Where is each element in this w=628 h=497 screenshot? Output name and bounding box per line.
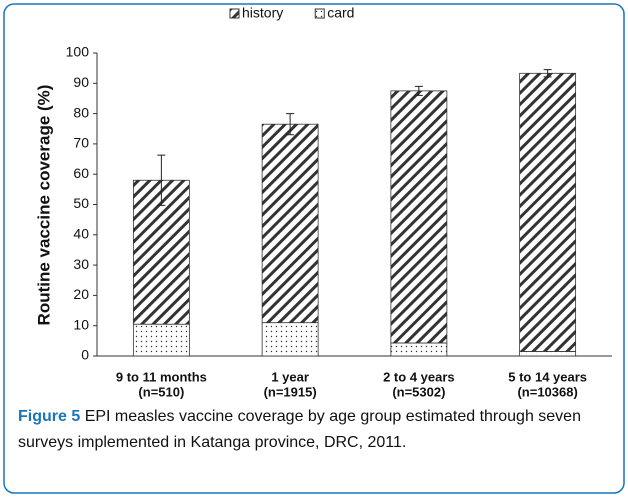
x-tick-sublabel: (n=1915) xyxy=(264,384,317,399)
caption-label: Figure 5 xyxy=(18,408,81,425)
y-tick-label: 30 xyxy=(73,256,89,272)
y-tick-label: 40 xyxy=(73,226,89,242)
caption: Figure 5 EPI measles vaccine coverage by… xyxy=(18,404,618,456)
x-tick-sublabel: (n=5302) xyxy=(392,384,445,399)
x-tick-sublabel: (n=510) xyxy=(138,384,184,399)
y-tick-label: 0 xyxy=(81,347,89,363)
y-tick-label: 50 xyxy=(73,195,89,211)
x-tick-label: 9 to 11 months xyxy=(116,369,207,384)
bar-segment xyxy=(519,351,577,357)
y-tick-label: 90 xyxy=(73,74,89,90)
y-tick-label: 10 xyxy=(73,316,89,332)
y-tick-label: 70 xyxy=(73,135,89,151)
legend-label: history xyxy=(242,5,283,21)
error-bar xyxy=(157,154,166,206)
bar-segment xyxy=(261,322,319,357)
legend-label: card xyxy=(327,5,354,21)
x-tick-sublabel: (n=10368) xyxy=(517,384,577,399)
bar-segment xyxy=(390,342,448,357)
y-tick-label: 100 xyxy=(66,44,90,60)
legend-swatch xyxy=(314,8,325,19)
y-axis-title: Routine vaccine coverage (%) xyxy=(34,85,53,326)
x-tick-label: 2 to 4 years xyxy=(383,369,455,384)
error-bar xyxy=(414,85,423,96)
frame xyxy=(3,3,625,494)
x-tick-label: 5 to 14 years xyxy=(508,369,587,384)
y-tick-label: 20 xyxy=(73,286,89,302)
error-bar xyxy=(286,113,295,136)
y-tick-label: 80 xyxy=(73,104,89,120)
y-tick-label: 60 xyxy=(73,165,89,181)
bar-segment xyxy=(519,72,577,352)
bar-segment xyxy=(390,90,448,344)
error-bar xyxy=(543,69,552,78)
legend-swatch xyxy=(229,8,240,19)
caption-text: EPI measles vaccine coverage by age grou… xyxy=(18,408,581,451)
x-tick-label: 1 year xyxy=(271,369,309,384)
bar-segment xyxy=(132,323,190,357)
bar-segment xyxy=(261,123,319,324)
